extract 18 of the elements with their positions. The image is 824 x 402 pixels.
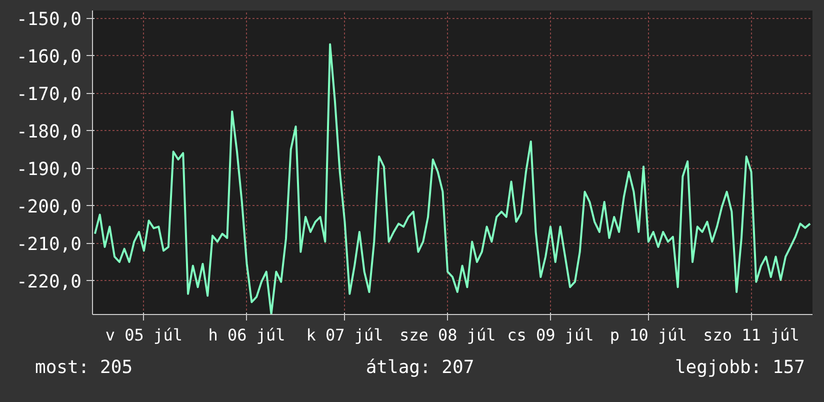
y-tick-label: -170,0: [16, 84, 82, 106]
x-tick-label: cs 09 júl: [507, 326, 594, 344]
x-tick-label: szo 11 júl: [703, 326, 800, 344]
y-tick-label: -210,0: [16, 234, 82, 256]
x-tick-label: k 07 júl: [306, 326, 384, 344]
y-tick-label: -190,0: [16, 159, 82, 180]
text: most: 205: [35, 356, 133, 380]
y-tick-label: -180,0: [16, 122, 82, 143]
x-tick-label: p 10 júl: [610, 326, 687, 344]
text: legjobb: 157: [674, 356, 805, 380]
y-tick-label: -150,0: [16, 9, 82, 30]
y-tick-label: -200,0: [16, 196, 82, 218]
x-tick-label: v 05 júl: [105, 326, 182, 344]
y-tick-label: -160,0: [16, 46, 82, 68]
x-tick-label: h 06 júl: [208, 326, 286, 344]
x-tick-label: sze 08 júl: [399, 326, 496, 344]
text: átlag: 207: [366, 356, 474, 380]
y-tick-label: -220,0: [16, 272, 82, 293]
